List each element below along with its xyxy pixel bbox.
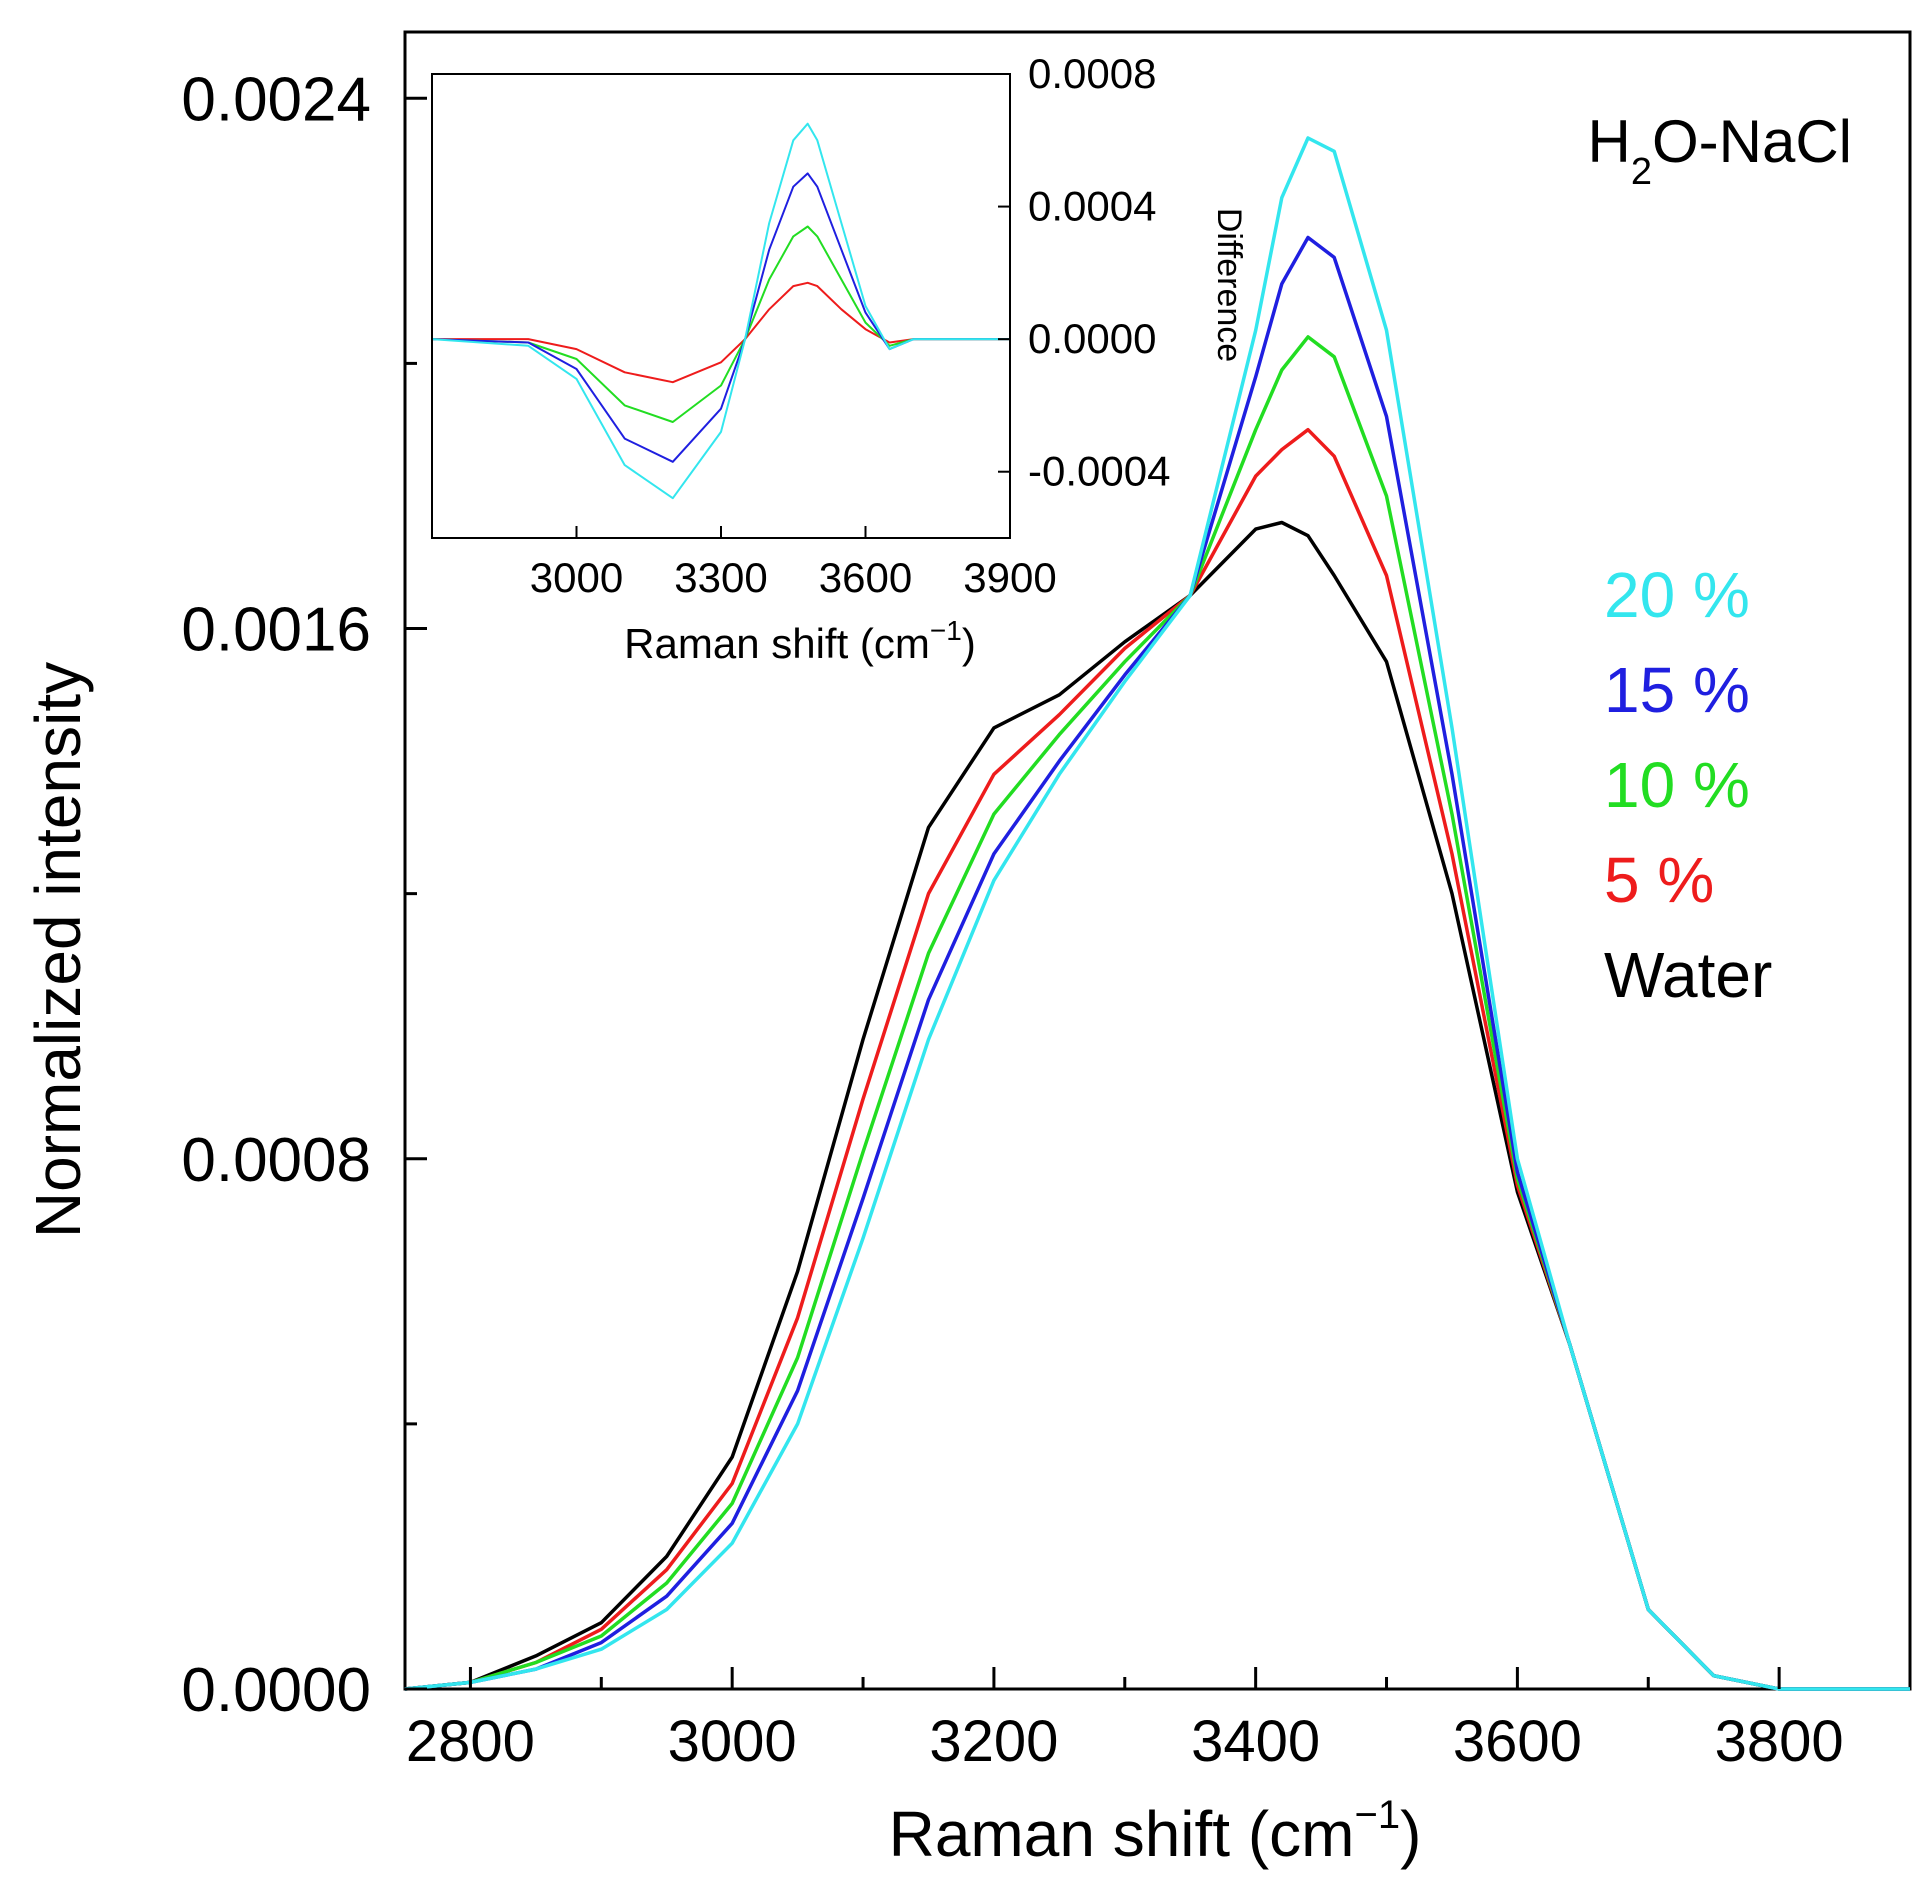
inset-x-tick-label: 3300 — [674, 554, 767, 601]
main-x-tick-label: 3200 — [929, 1709, 1058, 1774]
main-x-tick-label: 3400 — [1191, 1709, 1320, 1774]
inset-x-axis-label: Raman shift (cm−1) — [624, 615, 976, 667]
legend-entry-10: 10 % — [1604, 749, 1750, 821]
inset-series-5 — [432, 281, 1010, 384]
legend-entry-5: 5 % — [1604, 844, 1714, 916]
inset-y-tick-label: 0.0008 — [1028, 50, 1156, 97]
main-series-group — [404, 136, 1910, 1691]
main-y-tick-label: 0.0000 — [181, 1656, 371, 1725]
inset-x-tick-label: 3000 — [530, 554, 623, 601]
inset-series-20 — [431, 122, 1010, 500]
main-x-tick-label: 3800 — [1715, 1709, 1844, 1774]
inset-x-tick-label: 3600 — [819, 554, 912, 601]
main-y-axis: 0.0000 0.0008 0.0016 0.0024 — [181, 65, 427, 1725]
inset-y-tick-label: 0.0004 — [1028, 183, 1156, 230]
main-x-axis: 2800 3000 3200 3400 3600 3800 — [406, 1667, 1844, 1774]
main-y-axis-label: Normalized intensity — [22, 662, 94, 1238]
legend-entry-20: 20 % — [1604, 559, 1750, 631]
main-x-axis-label: Raman shift (cm−1) — [889, 1793, 1422, 1870]
inset-y-axis: -0.0004 0.0000 0.0004 0.0008 — [998, 50, 1170, 495]
inset-y-axis-label: Difference — [1210, 208, 1248, 362]
main-x-tick-label: 3000 — [668, 1709, 797, 1774]
inset-series-10 — [431, 225, 1010, 423]
main-chart: 2800 3000 3200 3400 3600 3800 0.00000.00080.0… — [22, 30, 1912, 1870]
main-y-tick-label: 0.0016 — [181, 596, 371, 665]
sample-annotation: H2O-NaCl — [1588, 108, 1853, 193]
inset-series-group — [431, 122, 1010, 500]
legend-entry-water: Water — [1604, 939, 1772, 1011]
main-series-20 — [404, 136, 1910, 1691]
main-y-tick-label: 0.0024 — [181, 65, 371, 134]
main-y-tick-label: 0.0008 — [181, 1126, 371, 1195]
legend: 20 % 15 % 10 % 5 % Water — [1604, 559, 1772, 1011]
inset-background — [432, 74, 1010, 538]
legend-entry-15: 15 % — [1604, 654, 1750, 726]
inset-y-tick-label: -0.0004 — [1028, 448, 1170, 495]
main-plot-frame — [403, 30, 1912, 1691]
inset-x-tick-label: 3900 — [963, 554, 1056, 601]
inset-chart: 3000 3300 3600 3900 -0.0004 0.0000 0.0004 0.00… — [431, 50, 1248, 667]
main-x-tick-label: 3600 — [1453, 1709, 1582, 1774]
inset-y-tick-label: 0.0000 — [1028, 315, 1156, 362]
inset-series-15 — [431, 172, 1010, 463]
main-x-tick-label: 2800 — [406, 1709, 535, 1774]
inset-x-axis: 3000 3300 3600 3900 — [530, 526, 1057, 601]
main-series-10 — [404, 335, 1910, 1691]
